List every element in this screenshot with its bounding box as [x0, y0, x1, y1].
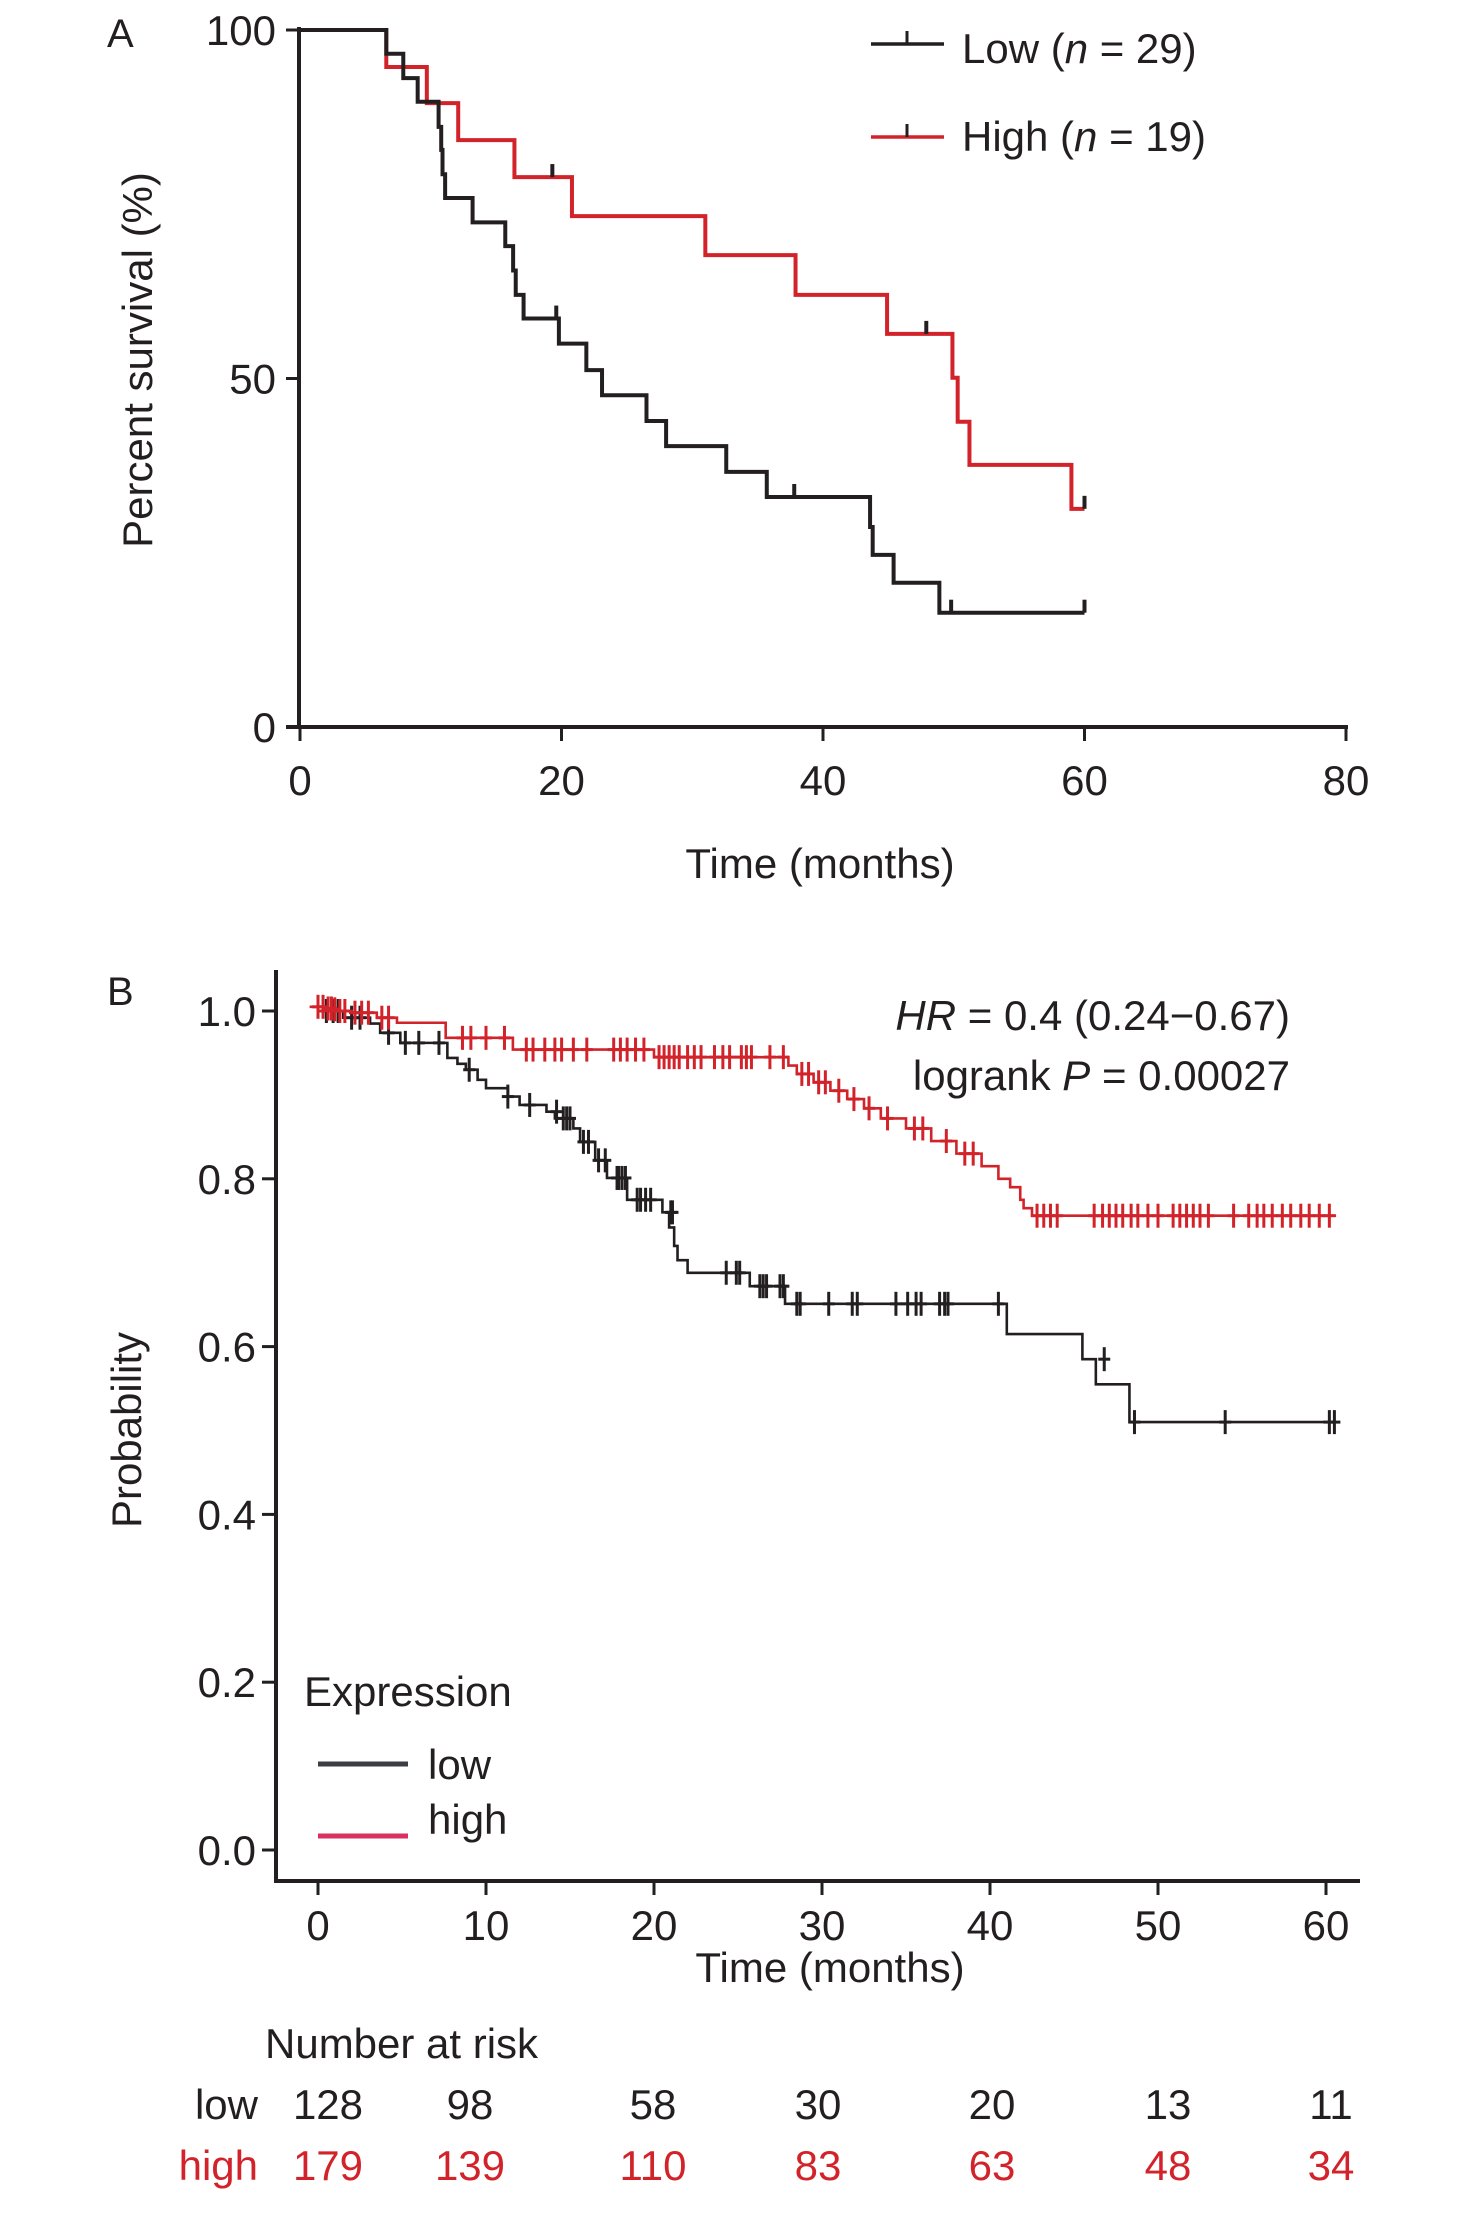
x-tick-label-a: 60 — [1061, 757, 1108, 804]
risk-count: 139 — [435, 2142, 505, 2189]
legend-title-expression: Expression — [304, 1668, 512, 1715]
y-tick-label-b: 0.8 — [198, 1156, 256, 1203]
panel-label-b: B — [107, 970, 134, 1014]
risk-row-label: low — [195, 2081, 259, 2128]
risk-count: 58 — [630, 2081, 677, 2128]
legend-a: Low (n = 29) High (n = 19) — [871, 25, 1206, 160]
risk-count: 63 — [969, 2142, 1016, 2189]
risk-table-title: Number at risk — [265, 2020, 539, 2067]
risk-count: 11 — [1309, 2081, 1353, 2128]
risk-count: 179 — [293, 2142, 363, 2189]
legend-label-high-b: high — [428, 1796, 507, 1843]
km-curves-a — [300, 28, 1087, 615]
risk-count: 13 — [1145, 2081, 1192, 2128]
y-axis-title-a: Percent survival (%) — [114, 172, 161, 548]
x-tick-label-b: 60 — [1303, 1902, 1350, 1949]
y-tick-label-a: 0 — [253, 704, 276, 751]
y-ticks-b: 0.0 0.2 0.4 0.6 0.8 1.0 — [198, 988, 276, 1874]
x-tick-label-a: 80 — [1323, 757, 1370, 804]
x-tick-label-b: 10 — [463, 1902, 510, 1949]
logrank-p-annotation: logrank P = 0.00027 — [913, 1052, 1290, 1099]
x-tick-label-b: 0 — [306, 1902, 329, 1949]
legend-b: Expression low high — [304, 1668, 512, 1843]
x-tick-label-a: 40 — [800, 757, 847, 804]
panel-a: A 0 50 100 0 20 40 60 80 Time (months) Percent… — [107, 7, 1369, 887]
x-tick-label-a: 20 — [538, 757, 585, 804]
risk-count: 30 — [795, 2081, 842, 2128]
x-ticks-b: 0 10 20 30 40 50 60 — [306, 1881, 1349, 1949]
y-tick-label-b: 1.0 — [198, 988, 256, 1035]
risk-row-high: high 179 139 110 83 63 48 34 — [179, 2142, 1355, 2189]
y-ticks-a: 0 50 100 — [206, 7, 299, 751]
y-tick-label-b: 0.0 — [198, 1827, 256, 1874]
risk-count: 98 — [447, 2081, 494, 2128]
risk-count: 128 — [293, 2081, 363, 2128]
km-curves-b — [309, 994, 1341, 1435]
x-tick-label-b: 30 — [799, 1902, 846, 1949]
legend-label-low: Low (n = 29) — [962, 25, 1197, 72]
y-tick-label-b: 0.6 — [198, 1324, 256, 1371]
x-tick-label-b: 40 — [967, 1902, 1014, 1949]
panel-b: B 0.0 0.2 0.4 0.6 0.8 1.0 0 10 20 30 40 50 60 Time … — [103, 970, 1360, 2189]
risk-count: 83 — [795, 2142, 842, 2189]
x-axis-title-b: Time (months) — [695, 1944, 964, 1991]
legend-item-high: High (n = 19) — [871, 113, 1206, 160]
legend-item-low: Low (n = 29) — [871, 25, 1197, 72]
km-curve-low — [318, 1009, 1337, 1424]
risk-count: 110 — [620, 2142, 687, 2189]
x-ticks-a: 0 20 40 60 80 — [288, 727, 1369, 804]
legend-item-high-b: high — [318, 1796, 507, 1843]
risk-count: 34 — [1308, 2142, 1355, 2189]
km-curve-low — [300, 28, 1085, 615]
y-tick-label-a: 100 — [206, 7, 276, 54]
risk-row-low: low 128 98 58 30 20 13 11 — [195, 2081, 1353, 2128]
legend-label-high: High (n = 19) — [962, 113, 1206, 160]
hazard-ratio-annotation: HR = 0.4 (0.24−0.67) — [895, 992, 1290, 1039]
panel-label-a: A — [107, 12, 134, 56]
y-tick-label-b: 0.4 — [198, 1491, 256, 1538]
x-axis-title-a: Time (months) — [685, 840, 954, 887]
y-tick-label-a: 50 — [229, 356, 276, 403]
y-axis-title-b: Probability — [103, 1332, 150, 1528]
km-curve-high — [309, 1005, 1337, 1218]
risk-table-rows: low 128 98 58 30 20 13 11 high 179 139 110 83 63 48 34 — [179, 2081, 1355, 2189]
x-tick-label-a: 0 — [288, 757, 311, 804]
risk-row-label: high — [179, 2142, 258, 2189]
risk-count: 48 — [1145, 2142, 1192, 2189]
x-tick-label-b: 20 — [631, 1902, 678, 1949]
legend-label-low-b: low — [428, 1741, 492, 1788]
y-tick-label-b: 0.2 — [198, 1659, 256, 1706]
number-at-risk-table: Number at risk low 128 98 58 30 20 13 11 high 179… — [179, 2020, 1355, 2189]
legend-item-low-b: low — [318, 1741, 492, 1788]
risk-count: 20 — [969, 2081, 1016, 2128]
x-tick-label-b: 50 — [1135, 1902, 1182, 1949]
